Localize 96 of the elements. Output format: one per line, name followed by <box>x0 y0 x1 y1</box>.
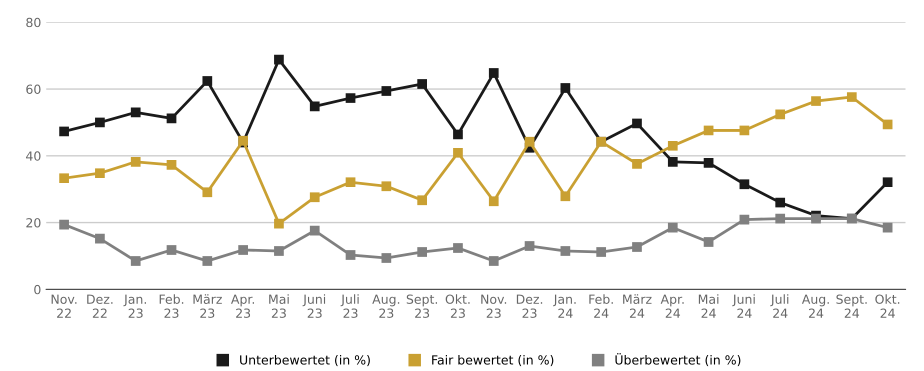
point <box>453 130 463 140</box>
point <box>202 187 212 198</box>
point <box>704 158 714 168</box>
point <box>740 214 750 224</box>
point <box>560 246 570 256</box>
point <box>238 245 248 255</box>
point <box>95 118 105 128</box>
point <box>202 76 212 86</box>
point <box>882 120 892 130</box>
y-tick-label: 20 <box>26 218 41 228</box>
x-tick-label: Feb. 23 <box>160 294 184 318</box>
point <box>632 158 642 169</box>
point <box>704 237 714 247</box>
point <box>882 177 892 188</box>
x-tick-label: Juni 23 <box>302 294 326 318</box>
point <box>346 250 356 260</box>
point <box>632 118 642 128</box>
x-tick-label: Apr. 24 <box>660 294 684 318</box>
point <box>775 198 786 208</box>
point <box>668 140 678 151</box>
point <box>560 191 570 202</box>
point <box>632 242 642 252</box>
x-tick-label: Apr. 23 <box>230 294 254 318</box>
x-tick-label: Jan. 24 <box>553 294 576 318</box>
point <box>417 79 428 89</box>
x-tick-label: März 24 <box>623 294 652 318</box>
point <box>882 222 892 232</box>
point <box>524 241 534 251</box>
point <box>202 256 212 266</box>
point <box>166 245 176 255</box>
point <box>740 126 750 136</box>
legend-label: Unterbewertet (in %) <box>240 354 370 366</box>
point <box>59 220 69 230</box>
x-tick-label: Okt. 24 <box>875 294 900 318</box>
x-tick-label: Aug. 23 <box>372 294 400 318</box>
point <box>417 195 428 206</box>
y-tick-label: 40 <box>26 151 41 161</box>
x-tick-label: Dez. 23 <box>516 294 542 318</box>
legend-label: Überbewertet (in %) <box>615 353 740 366</box>
x-tick-label: Juli 24 <box>770 294 788 318</box>
point <box>166 114 176 124</box>
x-tick-label: Sept. 24 <box>836 294 867 318</box>
x-tick-label: Juni 24 <box>732 294 755 318</box>
point <box>704 126 714 136</box>
point <box>775 214 786 224</box>
point <box>274 218 284 228</box>
x-tick-label: Jan. 23 <box>123 294 146 318</box>
point <box>453 243 463 253</box>
x-tick-label: Aug. 24 <box>802 294 829 318</box>
x-tick-label: Nov. 22 <box>52 294 76 318</box>
point <box>453 148 463 158</box>
x-tick-label: März 23 <box>193 294 222 318</box>
point <box>310 192 320 202</box>
point <box>274 246 284 256</box>
point <box>740 179 750 190</box>
point <box>59 173 69 184</box>
legend-label: Fair bewertet (in %) <box>432 354 554 366</box>
y-tick-label: 60 <box>26 84 41 94</box>
point <box>488 68 499 78</box>
point <box>668 156 678 167</box>
point <box>811 96 821 106</box>
x-tick-label: Juli 23 <box>340 294 359 318</box>
x-tick-label: Feb. 24 <box>589 294 613 318</box>
point <box>59 126 69 136</box>
point <box>346 177 356 188</box>
point <box>381 86 392 96</box>
point <box>95 168 105 178</box>
point <box>130 156 141 167</box>
point <box>346 93 356 103</box>
x-tick-label: Sept. 23 <box>406 294 438 318</box>
point <box>310 102 320 112</box>
point <box>596 247 606 257</box>
x-tick-label: Mai 23 <box>269 294 289 318</box>
y-tick-label: 0 <box>34 284 41 294</box>
point <box>560 83 570 93</box>
x-tick-label: Nov. 23 <box>481 294 506 318</box>
x-tick-label: Dez. 22 <box>87 294 112 318</box>
point <box>130 108 141 118</box>
point <box>524 136 534 147</box>
x-tick-label: Okt. 23 <box>446 294 470 318</box>
point <box>488 256 499 266</box>
point <box>381 181 392 192</box>
point <box>310 226 320 236</box>
point <box>846 92 857 102</box>
point <box>381 253 392 263</box>
point <box>775 110 786 120</box>
point <box>95 234 105 244</box>
point <box>811 214 821 224</box>
point <box>274 54 284 65</box>
point <box>130 256 141 266</box>
point <box>488 196 499 206</box>
x-tick-label: Mai 24 <box>698 294 718 318</box>
y-tick-label: 80 <box>26 18 41 28</box>
point <box>668 222 678 232</box>
point <box>166 160 176 170</box>
point <box>417 247 428 257</box>
